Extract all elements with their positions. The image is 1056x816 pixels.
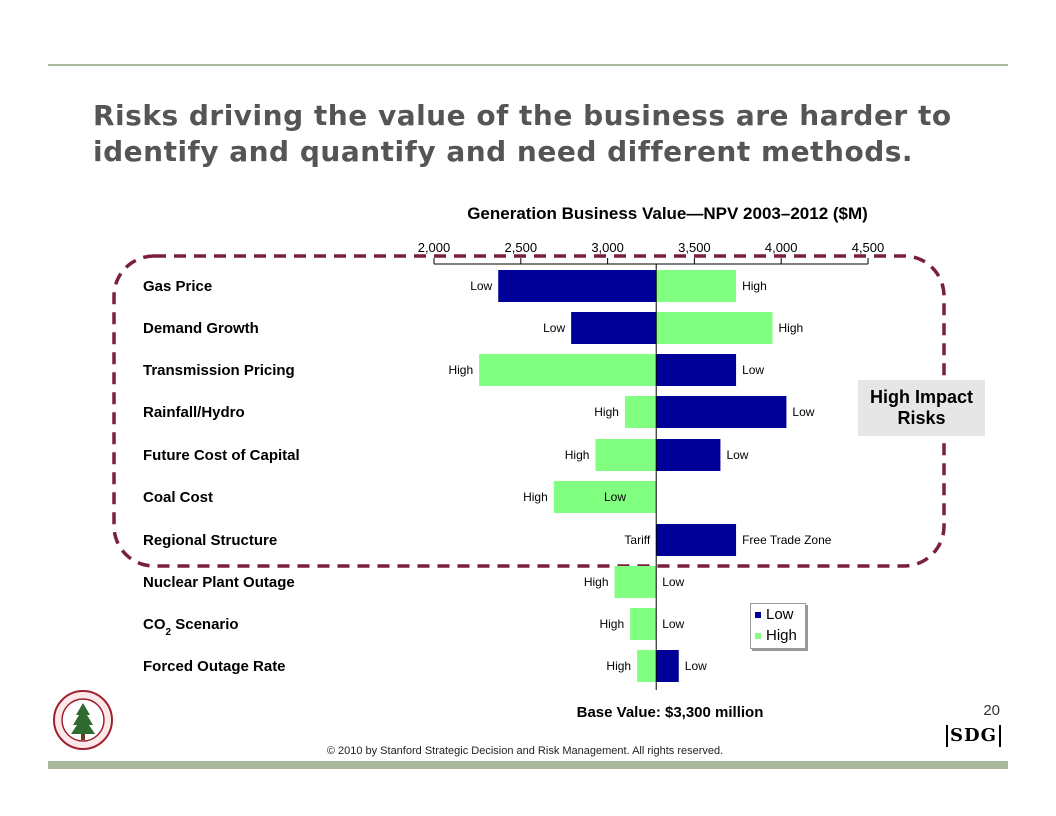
- row-label-9: Forced Outage Rate: [143, 658, 286, 675]
- bar-label-left-1: Low: [543, 321, 565, 335]
- row-label-6: Regional Structure: [143, 532, 277, 549]
- bar-left-9: [637, 650, 657, 682]
- bar-label-left-6: Tariff: [624, 533, 650, 547]
- impact-box-line-1: High Impact: [869, 387, 973, 407]
- bar-label-right-3: Low: [792, 405, 814, 419]
- axis-tick-label-3: 3,500: [678, 240, 711, 255]
- axis-tick-label-4: 4,000: [765, 240, 798, 255]
- bar-right-0: [656, 270, 737, 302]
- row-label-7: Nuclear Plant Outage: [143, 574, 295, 591]
- bar-label-right-1: High: [779, 321, 804, 335]
- impact-box-line-2: Risks: [897, 408, 946, 428]
- legend-label-high: High: [766, 627, 797, 644]
- bar-label-right-9: Low: [685, 659, 707, 673]
- axis-tick-label-1: 2,500: [505, 240, 538, 255]
- slide-title-line-1: Risks driving the value of the business …: [93, 99, 952, 132]
- bar-label-left-2: High: [448, 363, 473, 377]
- bar-label-right-8: Low: [662, 617, 684, 631]
- bar-label-left-8: High: [599, 617, 624, 631]
- copyright-notice: © 2010 by Stanford Strategic Decision an…: [326, 745, 724, 757]
- axis-tick-label-0: 2,000: [418, 240, 451, 255]
- bar-right-9: [656, 650, 679, 682]
- legend-item-high: High: [751, 625, 805, 646]
- bar-left-1: [571, 312, 657, 344]
- bar-label-right-4: Low: [726, 448, 748, 462]
- legend-item-low: Low: [751, 604, 805, 625]
- slide-title-line-2: identify and quantify and need different…: [93, 135, 914, 168]
- row-label-5: Coal Cost: [143, 489, 213, 506]
- bar-left-2: [479, 354, 657, 386]
- bar-label-left-4: High: [565, 448, 590, 462]
- row-label-1: Demand Growth: [143, 320, 259, 337]
- high-impact-risks-box: High Impact Risks: [858, 380, 985, 436]
- bar-label-right-6: Free Trade Zone: [742, 533, 832, 547]
- bar-label-right-0: High: [742, 279, 767, 293]
- bar-label-right-7: Low: [662, 575, 684, 589]
- chart-title: Generation Business Value—NPV 2003–2012 …: [467, 204, 868, 223]
- bar-left-5: [553, 481, 657, 513]
- legend-swatch-low: [755, 611, 761, 618]
- legend-label-low: Low: [766, 606, 794, 623]
- bar-right-4: [656, 439, 721, 471]
- slide-title: Risks driving the value of the business …: [93, 98, 993, 170]
- bar-label-left-9: High: [606, 659, 631, 673]
- bar-label-left-3: High: [594, 405, 619, 419]
- bar-right-1: [656, 312, 773, 344]
- stanford-seal-logo: [53, 690, 113, 750]
- bar-label-left-5: High: [523, 490, 548, 504]
- bar-right-2: [656, 354, 737, 386]
- row-label-2: Transmission Pricing: [143, 362, 295, 379]
- bar-left-3: [624, 396, 657, 428]
- page-number: 20: [983, 702, 1000, 719]
- bar-label-left-7: High: [584, 575, 609, 589]
- top-divider: [48, 64, 1008, 66]
- row-label-0: Gas Price: [143, 278, 212, 295]
- bar-left-4: [595, 439, 657, 471]
- bar-label-left-0: Low: [470, 279, 492, 293]
- bar-left-8: [630, 608, 657, 640]
- bottom-divider: [48, 761, 1008, 769]
- base-value-label: Base Value: $3,300 million: [576, 704, 764, 721]
- row-label-3: Rainfall/Hydro: [143, 404, 245, 421]
- sdg-logo: SDG: [946, 725, 1001, 747]
- row-label-8: CO2 Scenario: [143, 616, 239, 638]
- bar-left-7: [614, 566, 657, 598]
- bar-right-3: [656, 396, 787, 428]
- axis-tick-label-2: 3,000: [591, 240, 624, 255]
- row-label-4: Future Cost of Capital: [143, 447, 300, 464]
- bar-right-6: [656, 524, 737, 556]
- bar-left-0: [498, 270, 657, 302]
- bar-label-right-2: Low: [742, 363, 764, 377]
- legend-swatch-high: [755, 632, 761, 639]
- chart-legend: Low High: [750, 603, 806, 649]
- axis-tick-label-5: 4,500: [852, 240, 885, 255]
- bar-label-right-5: Low: [604, 490, 626, 504]
